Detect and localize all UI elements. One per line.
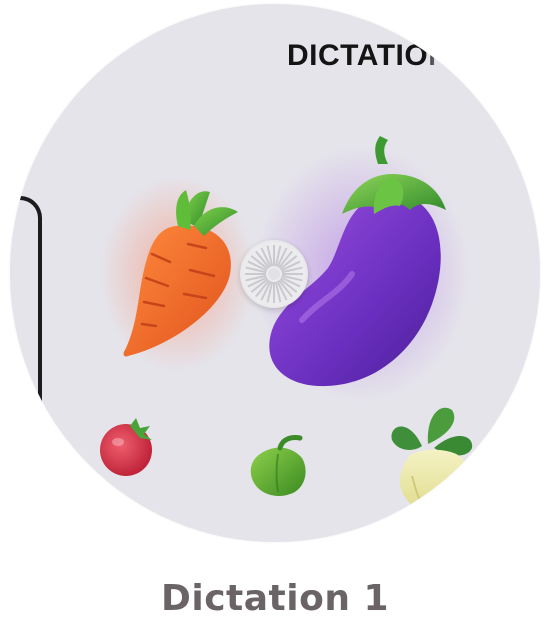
tomato-icon [90, 412, 170, 482]
eggplant-icon [242, 124, 472, 404]
thumbnail-brand-text: DICTATION [287, 39, 449, 72]
phone-frame-edge [10, 196, 42, 476]
carrot-icon [98, 174, 258, 374]
bell-pepper-icon [240, 432, 320, 502]
play-button[interactable] [240, 240, 308, 308]
lesson-thumbnail[interactable]: DICTATION [10, 4, 540, 542]
lesson-title[interactable]: Dictation 1 [160, 578, 390, 619]
sunburst-play-icon [242, 242, 306, 306]
turnip-icon [378, 396, 488, 516]
